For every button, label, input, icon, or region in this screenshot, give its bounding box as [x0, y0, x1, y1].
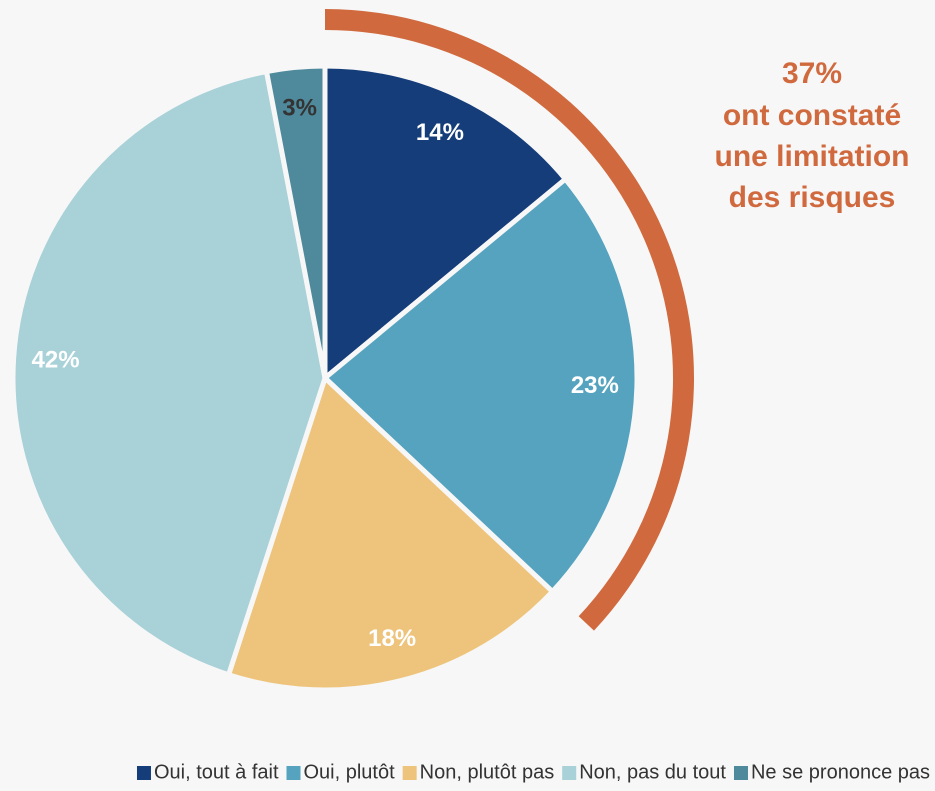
pie-slice — [10, 68, 328, 678]
legend-label: Non, plutôt pas — [420, 761, 555, 783]
data-label: 23% — [571, 372, 619, 399]
legend-label: Oui, plutôt — [304, 761, 396, 783]
legend-swatch — [733, 766, 748, 780]
annotation-value: 37% — [782, 57, 842, 90]
annotation-text: une limitation — [715, 140, 910, 173]
data-label: 3% — [282, 95, 317, 122]
data-label: 14% — [416, 119, 464, 146]
pie-slice — [225, 373, 556, 693]
data-label: 18% — [368, 625, 416, 652]
pie-slice — [263, 63, 328, 379]
pie-slice — [322, 63, 569, 384]
legend-swatch — [562, 766, 577, 780]
pie-slice — [321, 175, 640, 596]
legend-label: Oui, tout à fait — [154, 761, 279, 783]
legend-label: Ne se prononce pas — [751, 761, 930, 783]
legend-swatch — [402, 766, 417, 780]
legend-swatch — [136, 766, 151, 780]
data-label: 42% — [32, 346, 80, 373]
legend-label: Non, pas du tout — [579, 761, 726, 783]
legend-swatch — [286, 766, 301, 780]
annotation-arc — [325, 9, 695, 631]
annotation-text: des risques — [729, 181, 896, 214]
annotation-text: ont constaté — [723, 99, 901, 132]
